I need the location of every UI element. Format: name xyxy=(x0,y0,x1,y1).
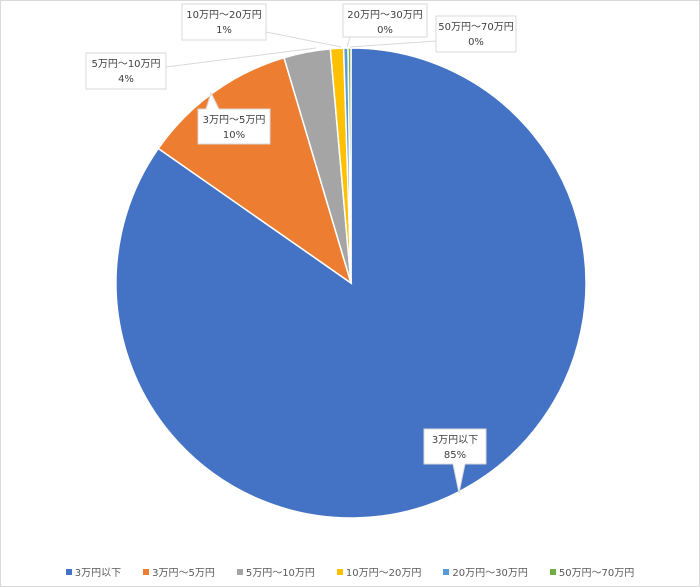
legend-item: 10万円〜20万円 xyxy=(336,564,422,579)
legend-item: 3万円〜5万円 xyxy=(143,564,215,579)
legend-label: 50万円〜70万円 xyxy=(558,568,635,579)
legend-item: 50万円〜70万円 xyxy=(549,564,635,579)
data-label-box-3 xyxy=(181,3,267,41)
leader-line-5 xyxy=(349,40,437,48)
legend-label: 20万円〜30万円 xyxy=(452,568,528,579)
legend-swatch xyxy=(143,568,150,575)
data-label-percent: 1% xyxy=(216,25,232,36)
legend-swatch xyxy=(65,568,72,575)
leader-line-2 xyxy=(165,47,317,68)
data-label-percent: 85% xyxy=(444,450,466,461)
legend-label: 5万円〜10万円 xyxy=(245,568,315,579)
data-label-category: 5万円〜10万円 xyxy=(91,59,160,70)
data-label-percent: 0% xyxy=(377,25,393,36)
data-label-percent: 4% xyxy=(118,74,134,85)
data-label-percent: 10% xyxy=(223,130,245,141)
legend-label: 3万円〜5万円 xyxy=(152,568,215,579)
data-label-box-4 xyxy=(342,3,428,38)
pie-slice-5 xyxy=(347,47,352,284)
leader-line-3 xyxy=(265,31,342,48)
data-label-box-0 xyxy=(423,428,487,465)
data-label-category: 50万円〜70万円 xyxy=(438,22,513,33)
data-label-category: 20万円〜30万円 xyxy=(347,10,422,21)
data-label-box-2 xyxy=(85,52,167,90)
legend-swatch xyxy=(336,568,343,575)
data-label-category: 10万円〜20万円 xyxy=(186,10,261,21)
legend-item: 5万円〜10万円 xyxy=(236,564,315,579)
legend-swatch xyxy=(549,568,556,575)
legend-swatch xyxy=(443,568,450,575)
leader-line-4 xyxy=(346,36,351,48)
data-label-percent: 0% xyxy=(468,37,484,48)
data-label-category: 3万円〜5万円 xyxy=(203,115,266,126)
legend-item: 20万円〜30万円 xyxy=(443,564,528,579)
data-label-category: 3万円以下 xyxy=(432,435,478,446)
legend: 3万円以下 3万円〜5万円 5万円〜10万円 10万円〜20万円 20万円〜30万円 50… xyxy=(1,564,699,579)
legend-label: 3万円以下 xyxy=(74,568,122,579)
legend-item: 3万円以下 xyxy=(65,564,122,579)
legend-swatch xyxy=(236,568,243,575)
data-label-box-1 xyxy=(197,108,271,145)
data-label-box-5 xyxy=(435,15,517,53)
legend-label: 10万円〜20万円 xyxy=(345,568,422,579)
